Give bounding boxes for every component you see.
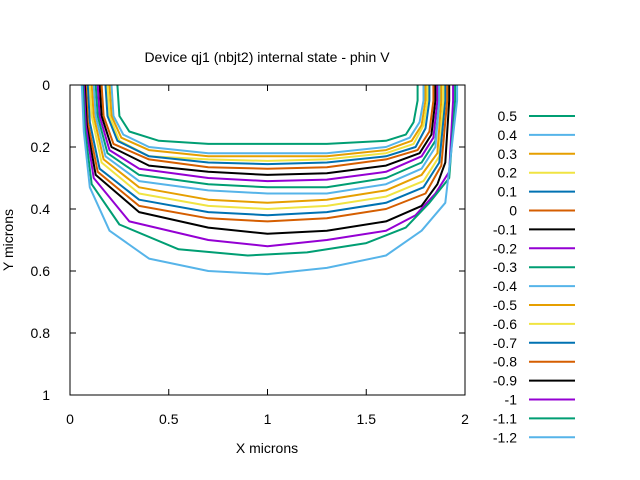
x-tick-label: 0 xyxy=(66,411,74,427)
contour-line xyxy=(116,84,419,145)
legend-label: -1.1 xyxy=(493,410,517,426)
y-tick-label: 0.6 xyxy=(31,263,51,279)
legend-label: 0 xyxy=(509,203,517,219)
y-tick-label: 0 xyxy=(42,77,50,93)
x-tick-label: 1.5 xyxy=(357,411,377,427)
legend-label: -0.8 xyxy=(493,354,517,370)
legend-label: 0.1 xyxy=(498,184,518,200)
contour-line xyxy=(83,84,451,235)
legend-label: -1 xyxy=(505,392,518,408)
x-axis: 0 0.5 1 1.5 2 xyxy=(66,85,469,427)
chart-title: Device qj1 (nbjt2) internal state - phin… xyxy=(144,49,390,65)
y-axis-label: Y microns xyxy=(0,209,16,271)
legend-label: 0.4 xyxy=(498,127,518,143)
contour-line xyxy=(80,84,459,276)
legend-label: -0.3 xyxy=(493,259,517,275)
plot-area xyxy=(80,84,459,276)
legend-label: 0.2 xyxy=(498,165,518,181)
y-axis: 0 0.2 0.4 0.6 0.8 1 xyxy=(31,77,465,403)
y-tick-label: 1 xyxy=(42,387,50,403)
contour-line xyxy=(92,84,441,195)
legend-label: 0.5 xyxy=(498,108,518,124)
legend-label: -0.6 xyxy=(493,316,517,332)
contour-line xyxy=(104,84,431,166)
y-tick-label: 0.8 xyxy=(31,325,51,341)
contour-line xyxy=(86,84,447,217)
contour-line xyxy=(108,84,427,158)
legend-label: -0.1 xyxy=(493,221,517,237)
legend: 0.5 0.4 0.3 0.2 0.1 0 -0.1 -0.2 -0.3 -0.4 -0.5 -0.6… xyxy=(493,108,575,445)
contour-line xyxy=(90,84,443,204)
legend-label: -0.2 xyxy=(493,240,517,256)
x-axis-label: X microns xyxy=(236,440,298,456)
contour-line xyxy=(100,84,435,170)
legend-label: -0.9 xyxy=(493,373,517,389)
contour-line xyxy=(110,84,425,155)
contour-line xyxy=(81,84,457,257)
contour-line xyxy=(84,84,449,223)
legend-label: -0.4 xyxy=(493,278,517,294)
legend-label: 0.3 xyxy=(498,146,518,162)
legend-label: -1.2 xyxy=(493,429,517,445)
x-tick-label: 0.5 xyxy=(159,411,179,427)
x-tick-label: 2 xyxy=(461,411,469,427)
x-tick-label: 1 xyxy=(264,411,272,427)
legend-label: -0.5 xyxy=(493,297,517,313)
legend-label: -0.7 xyxy=(493,335,517,351)
y-tick-label: 0.2 xyxy=(31,139,51,155)
contour-line xyxy=(98,84,437,176)
y-tick-label: 0.4 xyxy=(31,201,51,217)
contour-line xyxy=(96,84,439,183)
contour-line xyxy=(106,84,429,162)
